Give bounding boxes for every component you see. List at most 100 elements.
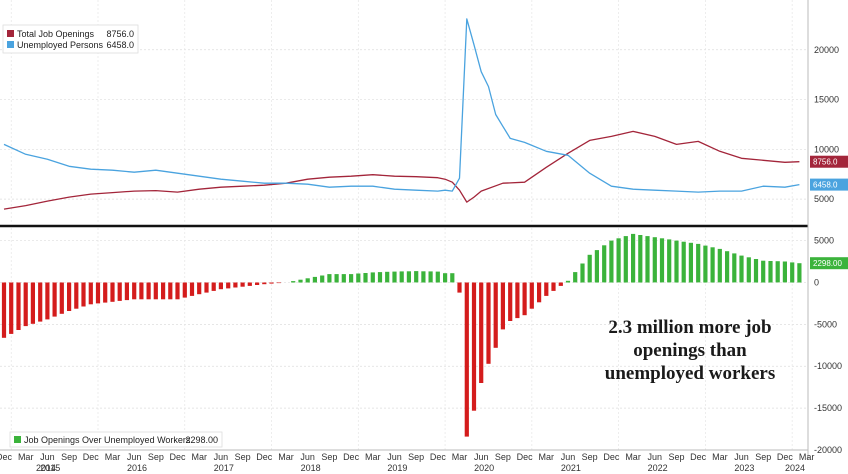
bar	[717, 248, 722, 283]
bar	[23, 282, 28, 327]
bar	[544, 282, 549, 296]
bar	[414, 271, 419, 283]
legend-value-job-openings: 8756.0	[106, 29, 134, 39]
bar	[508, 282, 513, 321]
x-tick-month: Mar	[105, 452, 121, 462]
bar	[450, 273, 455, 283]
legend-swatch-diff	[14, 436, 21, 443]
last-value-text-job-openings: 8756.0	[813, 158, 838, 167]
bar	[399, 271, 404, 283]
bar	[464, 282, 469, 437]
bar	[500, 282, 505, 330]
bar	[529, 282, 534, 309]
bar	[233, 282, 238, 288]
x-tick-month: Sep	[148, 452, 164, 462]
x-tick-year: 2016	[127, 463, 147, 473]
bar	[385, 271, 390, 283]
legend-swatch-job-openings	[7, 30, 14, 37]
x-tick-month: Mar	[365, 452, 381, 462]
bar	[153, 282, 158, 300]
bar	[457, 282, 462, 293]
bar	[139, 282, 144, 300]
x-tick-year: 2019	[387, 463, 407, 473]
bar	[486, 282, 491, 364]
x-tick-month: Jun	[648, 452, 663, 462]
bar	[775, 261, 780, 283]
x-tick-month: Dec	[83, 452, 100, 462]
y-tick-label: 5000	[814, 194, 834, 204]
bar	[493, 282, 498, 348]
bar	[370, 272, 375, 283]
bar	[9, 282, 14, 334]
bar	[645, 236, 650, 283]
bar	[761, 260, 766, 283]
bar	[652, 237, 657, 283]
legend-swatch-unemployed	[7, 41, 14, 48]
bar	[276, 282, 281, 284]
bar	[211, 282, 216, 291]
top-panel-grid	[0, 0, 808, 224]
x-tick-year: 2022	[648, 463, 668, 473]
x-tick-month: Jun	[40, 452, 55, 462]
y-tick-label: -15000	[814, 403, 842, 413]
y-tick-label: -20000	[814, 445, 842, 455]
bar	[45, 282, 50, 320]
x-tick-year: 2020	[474, 463, 494, 473]
x-tick-year: 2015	[40, 463, 60, 473]
x-tick-month: Dec	[256, 452, 273, 462]
bar	[175, 282, 180, 300]
bar	[703, 245, 708, 283]
bar	[580, 263, 585, 283]
x-tick-month: Jun	[127, 452, 142, 462]
bar	[356, 273, 361, 283]
x-tick-month: Sep	[755, 452, 771, 462]
bar	[392, 271, 397, 283]
x-tick-month: Sep	[408, 452, 424, 462]
series-line-unemployed	[3, 18, 800, 193]
bar	[269, 282, 274, 284]
bar	[88, 282, 93, 305]
bar	[406, 271, 411, 283]
bar	[197, 282, 202, 295]
y-tick-label: -5000	[814, 319, 837, 329]
x-tick-year: 2021	[561, 463, 581, 473]
bar	[305, 278, 310, 283]
series-line-job-openings	[3, 130, 800, 210]
x-tick-month: Sep	[582, 452, 598, 462]
x-tick-month: Dec	[517, 452, 534, 462]
bar	[255, 282, 260, 285]
bar	[732, 253, 737, 283]
annotation-line-2: openings than	[633, 340, 747, 361]
x-tick-month: Mar	[278, 452, 294, 462]
x-tick-month: Dec	[690, 452, 707, 462]
bar	[377, 272, 383, 283]
x-tick-year: 2014	[36, 463, 56, 473]
bar	[247, 282, 252, 286]
bar	[218, 282, 223, 290]
bar	[320, 275, 325, 283]
y-tick-label: 10000	[814, 144, 839, 154]
bar	[471, 282, 477, 411]
bar	[16, 282, 21, 330]
x-tick-month: Jun	[561, 452, 576, 462]
x-tick-month: Dec	[777, 452, 794, 462]
x-tick-month: Jun	[387, 452, 402, 462]
y-tick-label: 15000	[814, 95, 839, 105]
bar	[746, 257, 751, 283]
bar	[515, 282, 520, 319]
bar	[95, 282, 101, 304]
bar	[565, 280, 571, 283]
annotation: 2.3 million more job openings than unemp…	[605, 317, 775, 384]
bar	[587, 254, 592, 283]
bottom-legend: Job Openings Over Unemployed Workers 229…	[9, 431, 223, 448]
bar	[146, 282, 151, 300]
last-value-labels: 8756.0 6458.0 2298.00	[810, 155, 848, 270]
x-tick-year: 2018	[301, 463, 321, 473]
bar	[291, 281, 296, 283]
bar	[341, 274, 346, 283]
bar	[551, 282, 556, 291]
bar	[168, 282, 173, 300]
bar	[240, 282, 245, 287]
bar	[479, 282, 484, 383]
bar	[753, 259, 759, 283]
